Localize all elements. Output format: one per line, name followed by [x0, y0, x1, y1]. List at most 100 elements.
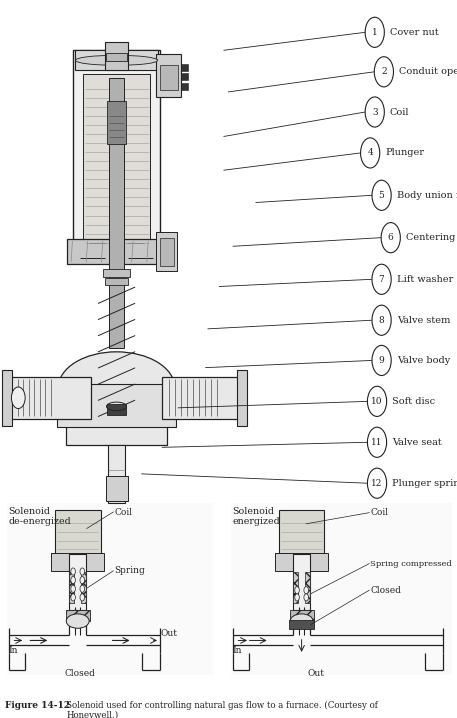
FancyBboxPatch shape: [55, 510, 101, 556]
Circle shape: [365, 17, 384, 47]
FancyBboxPatch shape: [162, 377, 242, 419]
Ellipse shape: [75, 55, 158, 65]
Circle shape: [372, 180, 391, 210]
Circle shape: [295, 594, 299, 601]
FancyBboxPatch shape: [181, 73, 188, 80]
Circle shape: [11, 387, 25, 409]
FancyBboxPatch shape: [156, 232, 177, 271]
Circle shape: [381, 223, 400, 253]
FancyBboxPatch shape: [51, 553, 104, 571]
Text: Closed: Closed: [64, 669, 96, 678]
Circle shape: [372, 264, 391, 294]
Text: energized: energized: [232, 518, 280, 526]
FancyBboxPatch shape: [75, 50, 158, 70]
Text: Coil: Coil: [370, 508, 388, 517]
Text: Out: Out: [307, 669, 324, 678]
Text: 7: 7: [379, 275, 384, 284]
Text: Plunger: Plunger: [385, 149, 424, 157]
FancyBboxPatch shape: [106, 53, 127, 62]
FancyBboxPatch shape: [160, 238, 174, 266]
FancyBboxPatch shape: [231, 503, 452, 675]
Ellipse shape: [290, 614, 313, 628]
Text: Soft disc: Soft disc: [392, 397, 435, 406]
Circle shape: [304, 587, 308, 594]
FancyBboxPatch shape: [181, 64, 188, 71]
Text: Coil: Coil: [114, 508, 132, 517]
FancyBboxPatch shape: [69, 572, 74, 603]
FancyBboxPatch shape: [305, 572, 310, 603]
Text: Solenoid: Solenoid: [232, 508, 274, 516]
FancyBboxPatch shape: [237, 370, 247, 426]
Text: Body union nut: Body union nut: [397, 191, 457, 200]
Circle shape: [372, 305, 391, 335]
Text: Spring compressed: Spring compressed: [370, 559, 452, 568]
FancyBboxPatch shape: [66, 381, 167, 445]
Text: Closed: Closed: [370, 586, 401, 595]
Circle shape: [365, 97, 384, 127]
FancyBboxPatch shape: [66, 610, 90, 621]
FancyBboxPatch shape: [83, 74, 150, 250]
FancyBboxPatch shape: [2, 370, 12, 426]
FancyBboxPatch shape: [103, 269, 130, 277]
Text: 11: 11: [371, 438, 383, 447]
Circle shape: [361, 138, 380, 168]
Text: Coil: Coil: [390, 108, 409, 116]
Text: 8: 8: [379, 316, 384, 325]
Text: 12: 12: [372, 479, 383, 488]
Text: Conduit opening: Conduit opening: [399, 67, 457, 76]
FancyBboxPatch shape: [279, 510, 324, 556]
FancyBboxPatch shape: [293, 572, 298, 603]
FancyBboxPatch shape: [68, 239, 166, 264]
FancyBboxPatch shape: [181, 83, 188, 90]
Circle shape: [80, 577, 85, 584]
FancyBboxPatch shape: [289, 620, 314, 629]
FancyBboxPatch shape: [5, 377, 91, 419]
FancyBboxPatch shape: [109, 78, 124, 348]
Text: 2: 2: [381, 67, 387, 76]
Text: 9: 9: [379, 356, 384, 365]
FancyBboxPatch shape: [106, 476, 128, 501]
Text: 1: 1: [372, 28, 377, 37]
Text: 10: 10: [371, 397, 383, 406]
Text: Centering washer: Centering washer: [406, 233, 457, 242]
Text: In: In: [232, 646, 242, 655]
FancyBboxPatch shape: [7, 503, 213, 675]
Text: Figure 14-12: Figure 14-12: [5, 701, 70, 710]
Text: 3: 3: [372, 108, 377, 116]
Circle shape: [71, 585, 75, 592]
Text: Lift washer: Lift washer: [397, 275, 453, 284]
Text: 5: 5: [379, 191, 384, 200]
Text: Solenoid: Solenoid: [8, 508, 50, 516]
Circle shape: [80, 568, 85, 575]
Circle shape: [367, 386, 387, 416]
FancyBboxPatch shape: [293, 554, 310, 610]
Text: Plunger spring: Plunger spring: [392, 479, 457, 488]
Circle shape: [80, 585, 85, 592]
Circle shape: [71, 577, 75, 584]
FancyBboxPatch shape: [107, 101, 126, 144]
Text: Honeywell.): Honeywell.): [66, 711, 118, 718]
Text: Out: Out: [161, 629, 178, 638]
Circle shape: [80, 594, 85, 601]
Text: Spring: Spring: [114, 567, 145, 575]
Circle shape: [367, 427, 387, 457]
FancyBboxPatch shape: [156, 54, 181, 97]
Circle shape: [71, 568, 75, 575]
FancyBboxPatch shape: [73, 50, 160, 258]
FancyBboxPatch shape: [160, 65, 178, 90]
FancyBboxPatch shape: [108, 445, 125, 503]
FancyBboxPatch shape: [275, 553, 328, 571]
Circle shape: [304, 594, 308, 601]
Circle shape: [372, 345, 391, 376]
Text: Valve body: Valve body: [397, 356, 450, 365]
FancyBboxPatch shape: [69, 554, 86, 610]
Text: de-energized: de-energized: [8, 518, 71, 526]
Ellipse shape: [58, 352, 175, 424]
FancyBboxPatch shape: [290, 610, 314, 621]
Text: In: In: [8, 646, 18, 655]
Text: Valve seat: Valve seat: [392, 438, 442, 447]
FancyBboxPatch shape: [105, 42, 128, 70]
Text: 6: 6: [388, 233, 393, 242]
FancyBboxPatch shape: [57, 384, 176, 427]
Circle shape: [367, 468, 387, 498]
